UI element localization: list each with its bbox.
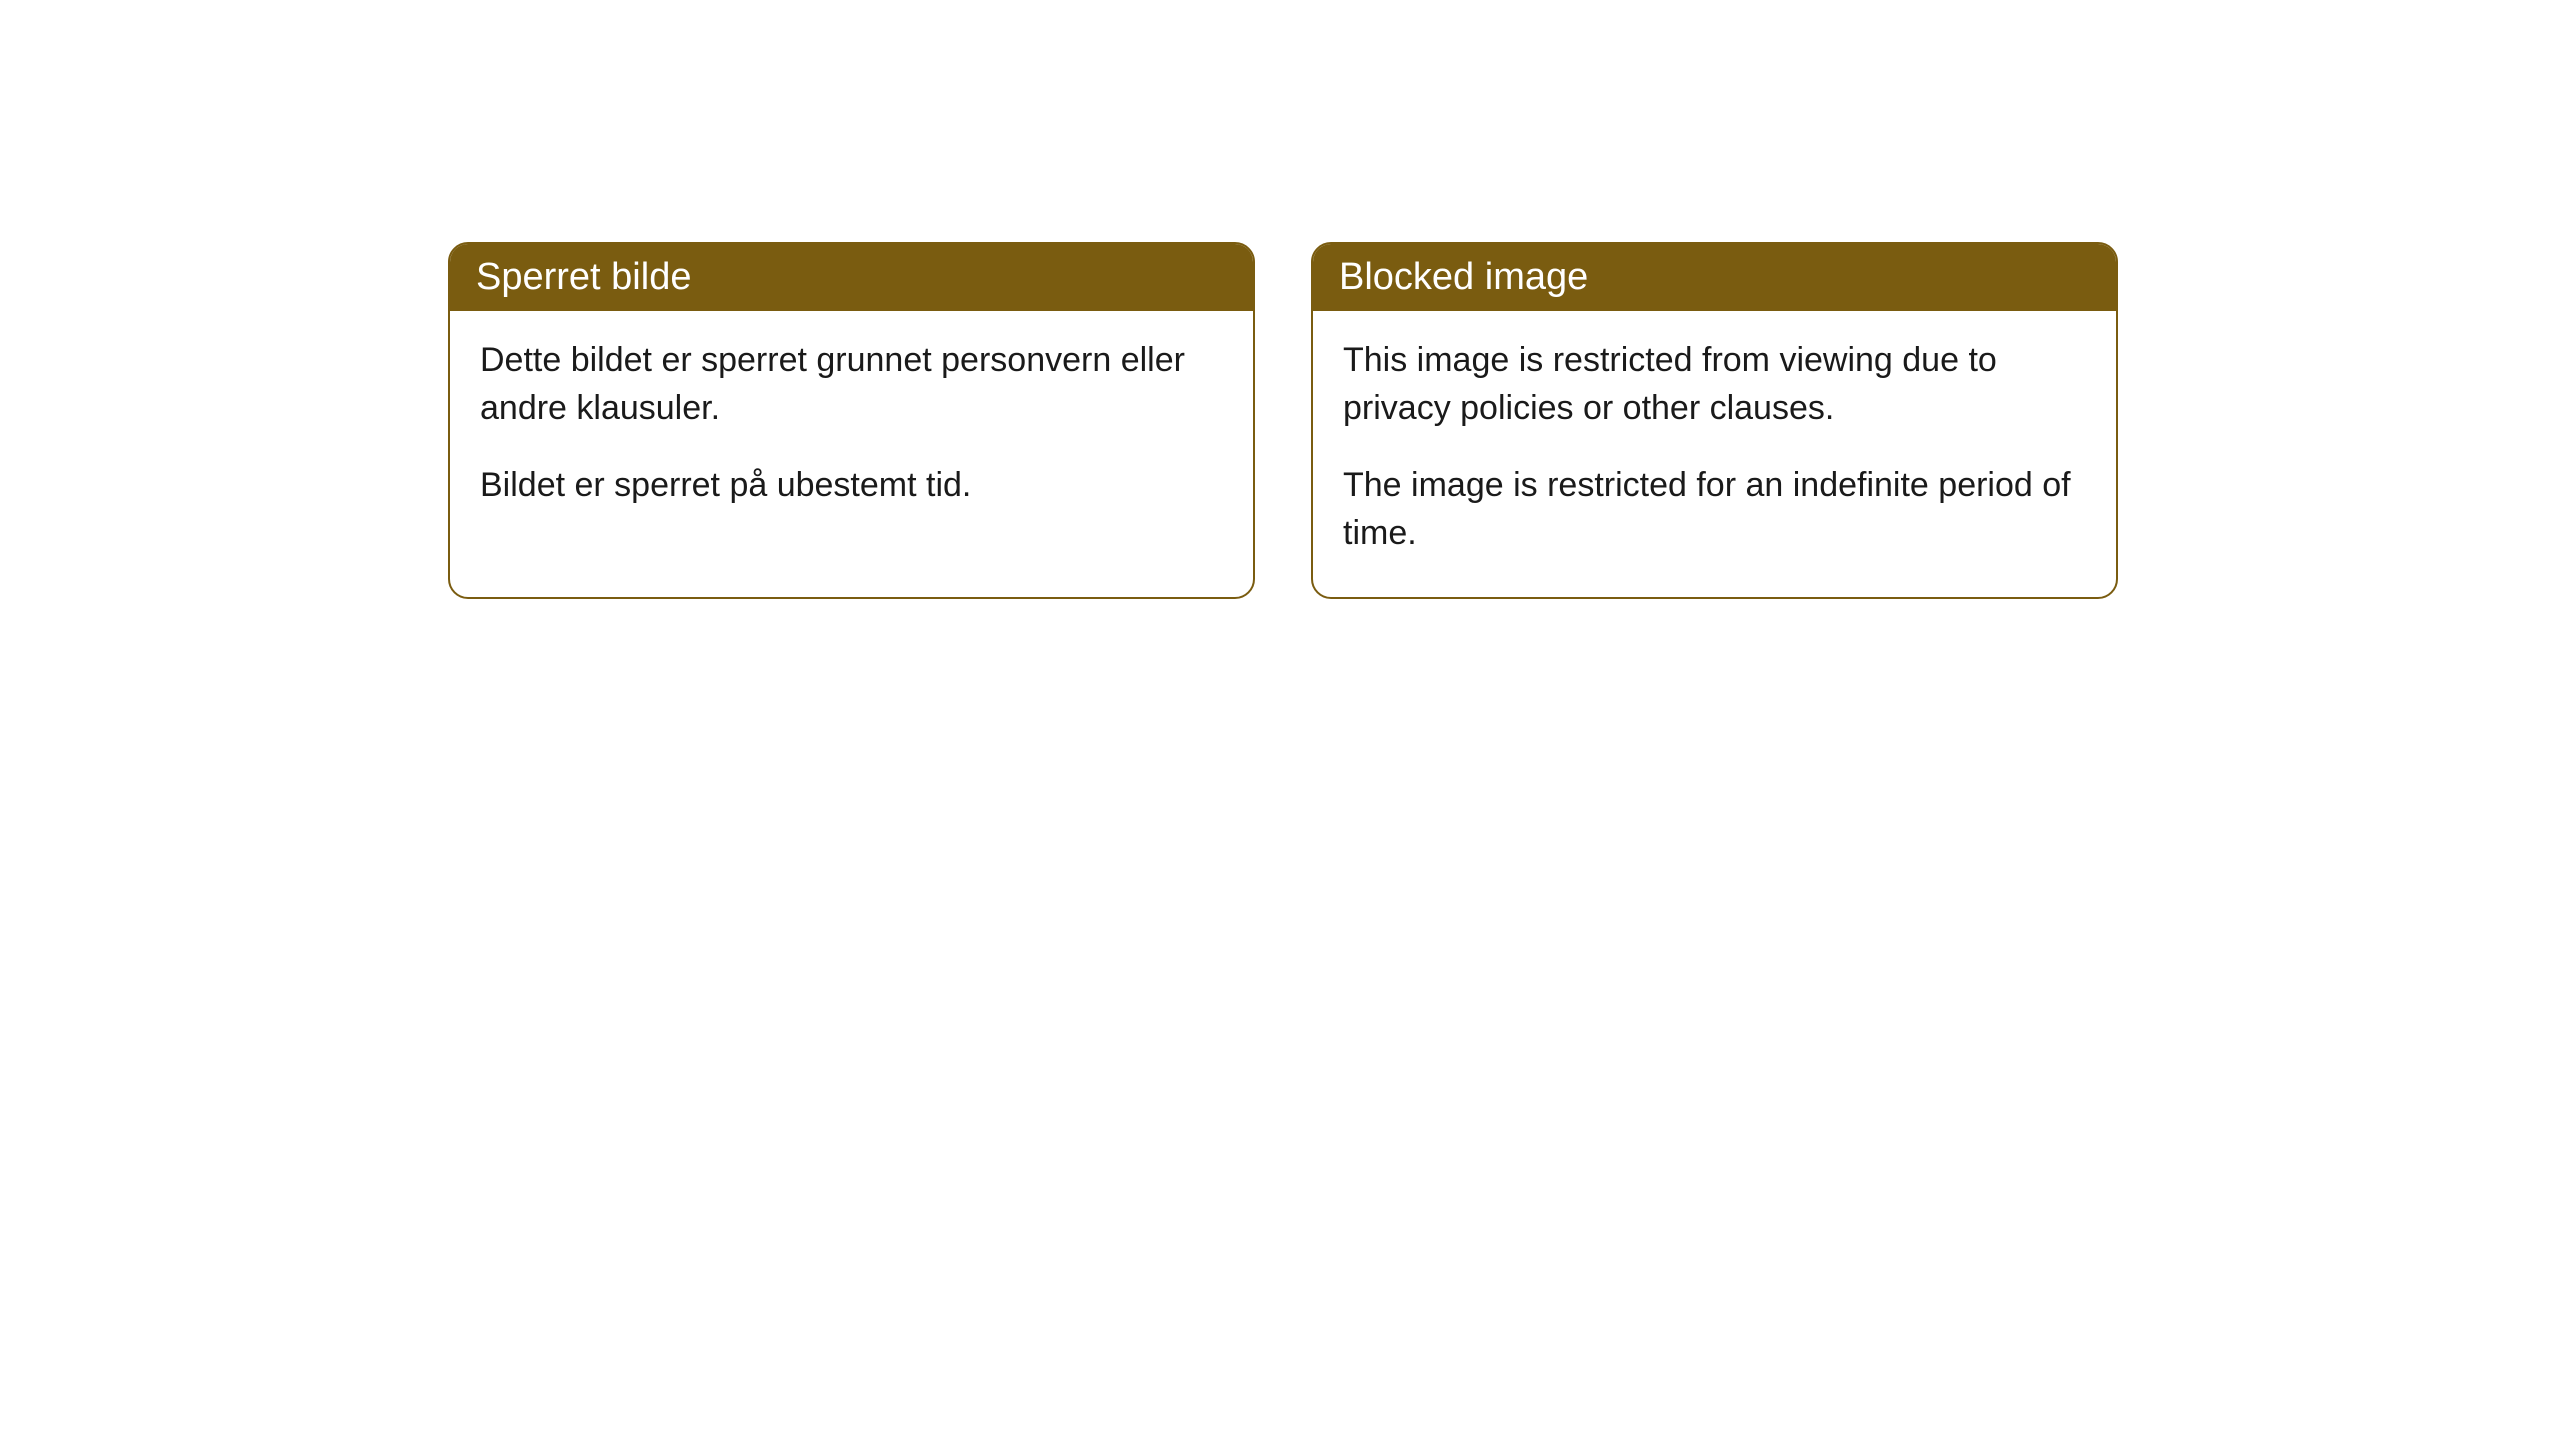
- notice-container: Sperret bilde Dette bildet er sperret gr…: [448, 242, 2118, 599]
- notice-paragraph-2-english: The image is restricted for an indefinit…: [1343, 462, 2086, 557]
- notice-body-english: This image is restricted from viewing du…: [1313, 311, 2116, 597]
- notice-header-norwegian: Sperret bilde: [450, 244, 1253, 311]
- notice-header-english: Blocked image: [1313, 244, 2116, 311]
- notice-paragraph-1-english: This image is restricted from viewing du…: [1343, 337, 2086, 432]
- notice-paragraph-1-norwegian: Dette bildet er sperret grunnet personve…: [480, 337, 1223, 432]
- notice-box-english: Blocked image This image is restricted f…: [1311, 242, 2118, 599]
- notice-title-english: Blocked image: [1339, 256, 1588, 298]
- notice-title-norwegian: Sperret bilde: [476, 256, 691, 298]
- notice-paragraph-2-norwegian: Bildet er sperret på ubestemt tid.: [480, 462, 1223, 510]
- notice-box-norwegian: Sperret bilde Dette bildet er sperret gr…: [448, 242, 1255, 599]
- notice-body-norwegian: Dette bildet er sperret grunnet personve…: [450, 311, 1253, 550]
